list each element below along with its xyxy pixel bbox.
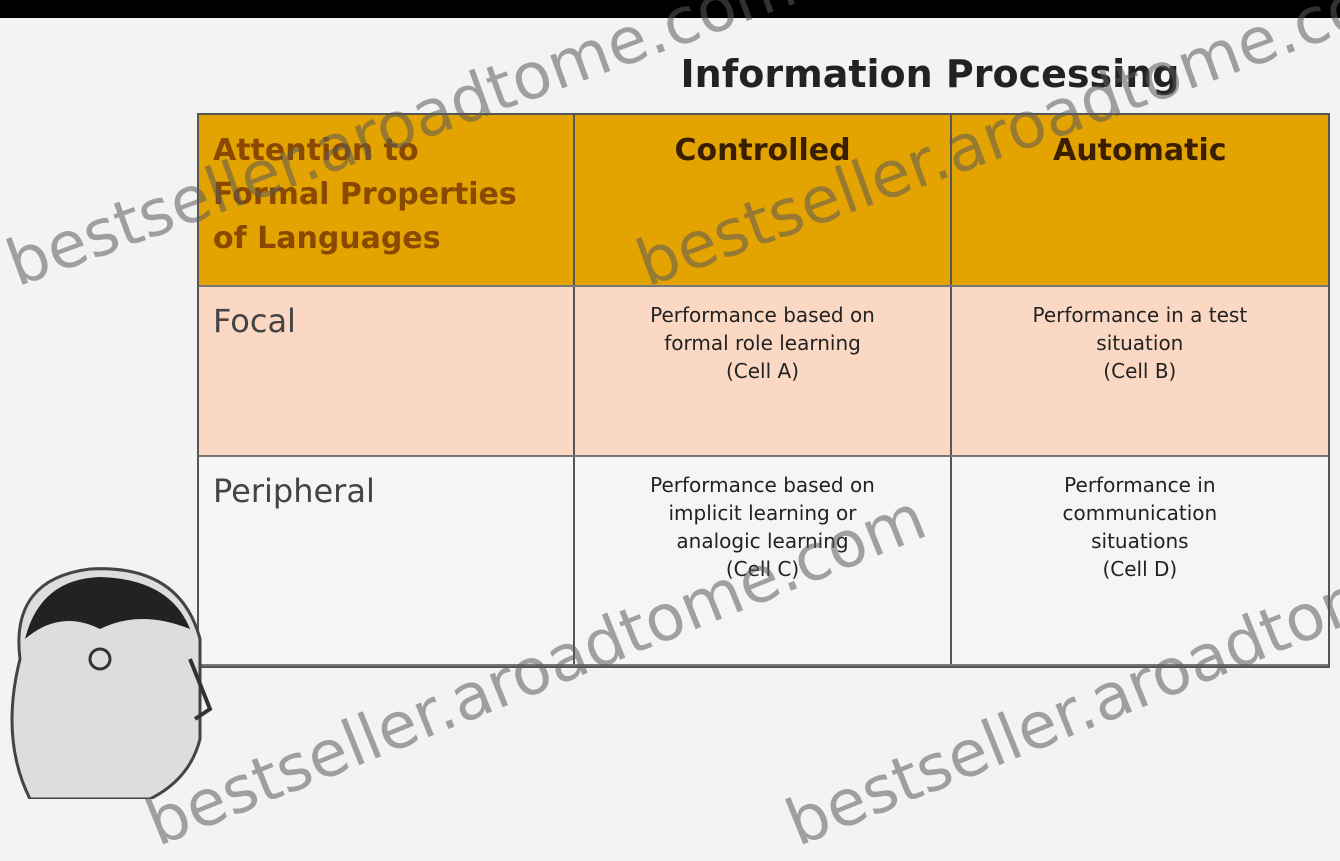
table-cell: Performance in a test situation (Cell B)	[952, 287, 1328, 455]
table-cell: Automatic	[952, 115, 1328, 285]
cell-text: of Languages	[213, 221, 441, 256]
table-row: Focal Performance based on formal role lea…	[199, 287, 1328, 457]
cell-text: (Cell C)	[725, 557, 800, 581]
table-cell: Controlled	[575, 115, 952, 285]
cell-text: (Cell A)	[725, 359, 800, 383]
cell-text: Formal Properties	[213, 177, 517, 212]
head-illustration	[10, 567, 213, 799]
cell-text: (Cell D)	[1102, 557, 1178, 581]
cell-text: Peripheral	[213, 472, 375, 510]
table-cell: Performance based on implicit learning or…	[575, 457, 952, 664]
table-cell: Peripheral	[199, 457, 576, 664]
cell-text: (Cell B)	[1103, 359, 1177, 383]
table-cell: Performance based on formal role learning…	[575, 287, 952, 455]
cell-text: Performance in	[1064, 473, 1216, 497]
table-cell: Focal	[199, 287, 576, 455]
header-row: Attention to Formal Properties of Language…	[199, 115, 1328, 287]
cell-text: Performance based on	[650, 303, 875, 327]
cell-text: implicit learning or	[668, 501, 857, 525]
cell-text: Automatic	[1053, 133, 1227, 168]
cell-text: Performance in a test	[1032, 303, 1248, 327]
cell-text: situations	[1091, 529, 1189, 553]
cell-text: communication	[1062, 501, 1218, 525]
cell-text: formal role learning	[664, 331, 861, 355]
cell-text: Performance based on	[650, 473, 875, 497]
cell-text: Focal	[213, 302, 296, 340]
cell-text: Attention to	[213, 133, 419, 168]
cell-text: Controlled	[674, 133, 851, 168]
top-bar	[0, 0, 1340, 18]
table-cell: Performance in communication situations (Ce…	[952, 457, 1328, 664]
slide-title: Information Processing	[680, 52, 1180, 96]
cell-text: situation	[1096, 331, 1184, 355]
table-row: Peripheral Performance based on implicit l…	[199, 457, 1328, 666]
table-cell: Attention to Formal Properties of Language…	[199, 115, 576, 285]
table: Attention to Formal Properties of Language…	[197, 113, 1330, 668]
cell-text: analogic learning	[676, 529, 849, 553]
